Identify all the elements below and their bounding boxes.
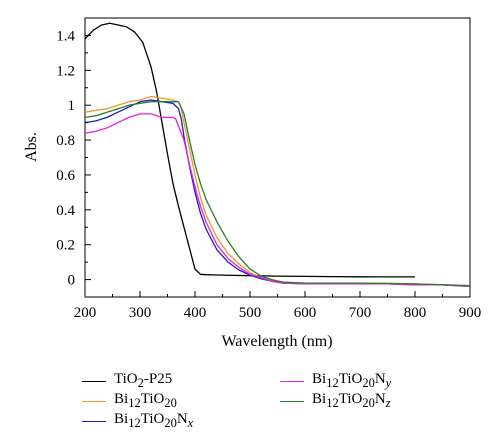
legend-swatch: [280, 380, 304, 382]
absorbance-chart: 200 300 400 500 600 700 800 900 0 0.2 0.4 0.6 0.8 1 1.…: [23, 17, 482, 350]
x-tick-label: 700: [349, 305, 372, 321]
x-tick-label: 900: [459, 305, 482, 321]
legend-swatch: [82, 400, 106, 402]
y-tick-label: 1: [68, 98, 76, 114]
y-tick-label: 0: [68, 273, 76, 289]
x-tick-label: 800: [404, 305, 427, 321]
x-tick-label: 200: [74, 305, 97, 321]
legend-item-1: TiO2-P25: [82, 370, 172, 392]
legend-label: Bi12TiO20: [114, 391, 177, 410]
legend-item-2: Bi12TiO20: [82, 390, 177, 412]
x-tick-label: 300: [129, 305, 152, 321]
plot-frame: [84, 17, 471, 298]
legend-label: Bi12TiO20Ny: [312, 371, 392, 390]
y-tick-label: 0.6: [56, 168, 75, 184]
x-axis-title: Wavelength (nm): [221, 333, 332, 350]
legend-item-3: Bi12TiO20Nx: [82, 410, 193, 432]
x-tick-label: 500: [239, 305, 262, 321]
legend-label: Bi12TiO20Nz: [312, 391, 391, 410]
y-tick-label: 0.2: [56, 238, 75, 254]
series-layer: [84, 22, 471, 288]
y-tick-label: 1.4: [56, 28, 75, 44]
x-tick-label: 400: [184, 305, 207, 321]
legend-label: Bi12TiO20Nx: [114, 411, 194, 430]
axes-layer: 200 300 400 500 600 700 800 900 0 0.2 0.4 0.6 0.8 1 1.…: [56, 17, 482, 321]
series-line-1: [84, 22, 415, 278]
series-line-2: [84, 95, 471, 287]
legend-item-4: Bi12TiO20Ny: [280, 370, 391, 392]
legend-swatch: [82, 380, 106, 382]
series-line-3: [84, 99, 471, 288]
series-line-4: [84, 113, 471, 288]
legend-label: TiO2-P25: [114, 371, 173, 390]
y-tick-label: 0.8: [56, 133, 75, 149]
legend-swatch: [280, 400, 304, 402]
y-tick-label: 0.4: [56, 203, 75, 219]
series-line-5: [84, 101, 471, 287]
y-tick-label: 1.2: [56, 63, 75, 79]
plot-area: [84, 17, 471, 298]
legend-item-5: Bi12TiO20Nz: [280, 390, 391, 412]
legend-swatch: [82, 420, 106, 422]
x-tick-label: 600: [294, 305, 317, 321]
y-axis-title: Abs.: [23, 132, 40, 162]
